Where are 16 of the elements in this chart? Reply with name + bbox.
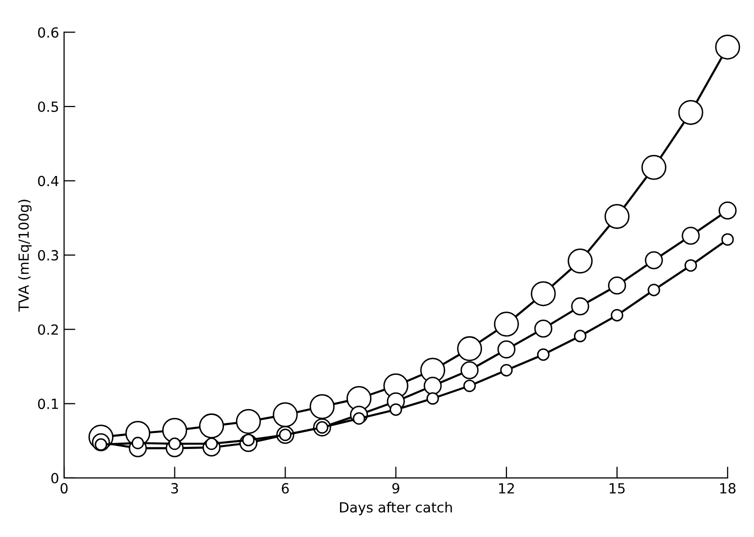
y-tick-label: 0.5	[38, 101, 58, 112]
y-tick-label: 0	[51, 472, 58, 484]
y-tick-label: 0.1	[38, 398, 58, 410]
x-tick-label: 15	[610, 483, 625, 494]
x-axis-title: Days after catch	[340, 502, 452, 516]
x-tick-label: 0	[60, 483, 68, 494]
x-tick-label: 9	[392, 483, 400, 494]
x-tick-label: 12	[499, 483, 514, 494]
x-tick-label: 3	[171, 483, 178, 494]
y-tick-label: 0.6	[38, 27, 58, 38]
x-tick-label: 18	[720, 483, 736, 494]
y-tick-label: 0.4	[38, 176, 58, 186]
y-tick-label: 0.2	[38, 324, 58, 335]
y-tick-label: 0.3	[38, 250, 58, 261]
x-tick-label: 6	[282, 483, 289, 494]
y-axis-title: TVA (mEq/100g)	[18, 200, 32, 312]
